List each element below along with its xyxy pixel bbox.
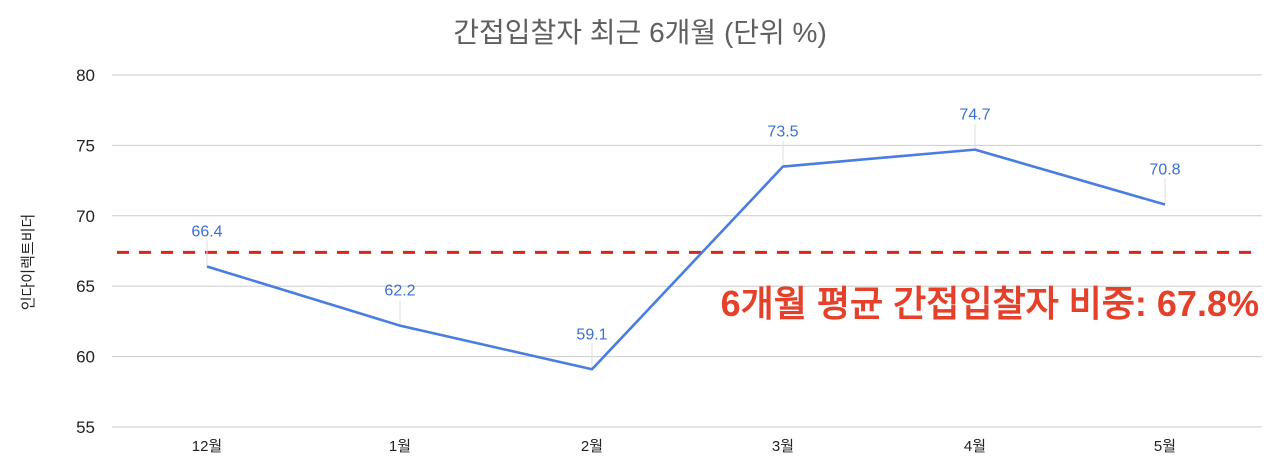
data-label-leaders (206, 123, 1166, 370)
chart-title: 간접입찰자 최근 6개월 (단위 %) (453, 17, 827, 48)
data-label: 62.2 (384, 283, 415, 300)
data-labels: 66.4 62.2 59.1 73.5 74.7 70.8 (191, 107, 1180, 344)
x-tick-label: 12월 (192, 438, 223, 455)
data-label: 66.4 (191, 223, 222, 240)
data-label: 73.5 (767, 124, 798, 141)
series-line (206, 148, 1166, 371)
x-tick-label: 3월 (772, 438, 794, 455)
x-tick-label: 5월 (1154, 438, 1176, 455)
y-axis-ticks: 55 60 65 70 75 80 (76, 66, 95, 437)
y-tick-label: 80 (76, 66, 95, 85)
x-tick-label: 2월 (581, 438, 603, 455)
y-tick-label: 65 (76, 277, 95, 296)
y-tick-label: 70 (76, 207, 95, 226)
y-tick-label: 60 (76, 348, 95, 367)
x-tick-label: 4월 (964, 438, 986, 455)
gridlines (112, 74, 1262, 428)
data-label: 70.8 (1149, 162, 1180, 179)
x-tick-label: 1월 (389, 438, 411, 455)
average-annotation: 6개월 평균 간접입찰자 비중: 67.8% (721, 283, 1259, 324)
y-tick-label: 55 (76, 418, 95, 437)
data-label: 59.1 (576, 326, 607, 343)
x-axis-ticks: 12월 1월 2월 3월 4월 5월 (192, 438, 1176, 455)
data-label: 74.7 (959, 107, 990, 124)
y-tick-label: 75 (76, 136, 95, 155)
y-axis-label: 인다이렉트비더 (20, 214, 37, 311)
